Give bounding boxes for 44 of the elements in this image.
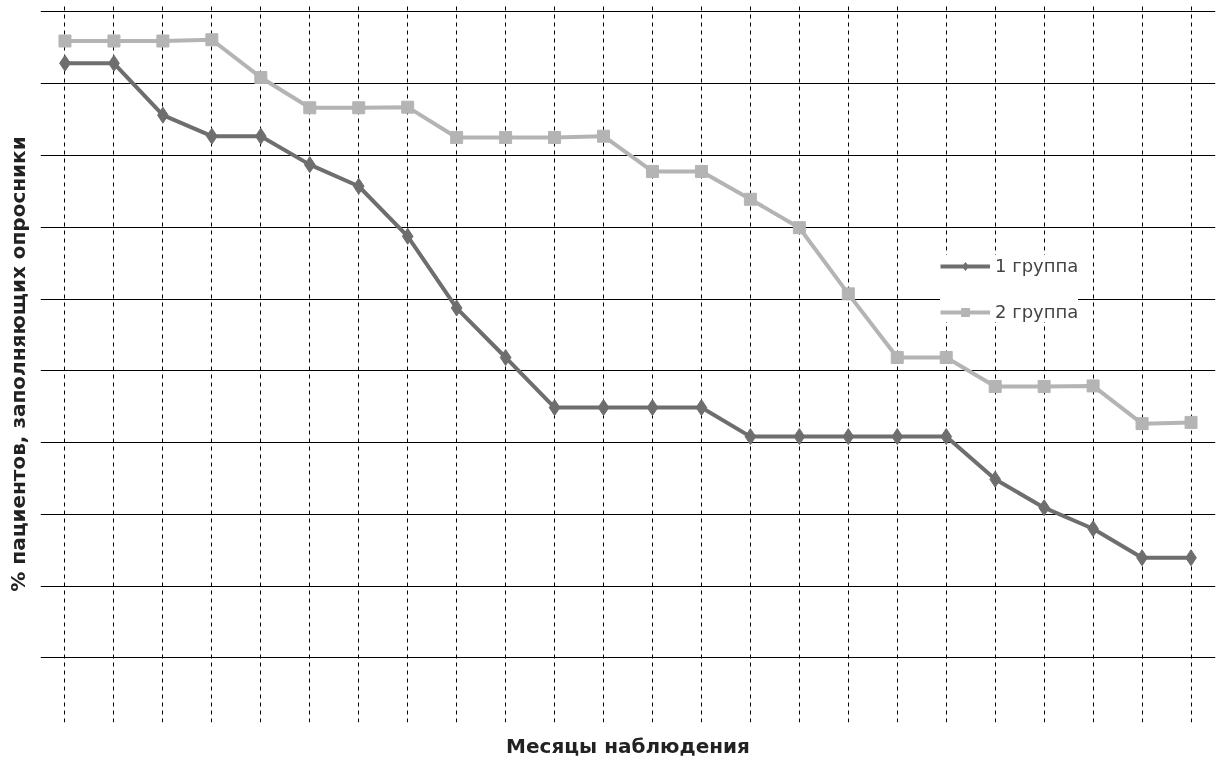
point (939, 350, 953, 364)
point (940, 428, 953, 446)
x-axis-title: Месяцы наблюдения (506, 733, 750, 758)
point (254, 127, 267, 145)
point (744, 428, 757, 446)
point (743, 192, 757, 206)
point (597, 399, 610, 417)
y-axis-title: % пациентов, заполняющих опросники (5, 136, 30, 592)
point (1184, 415, 1198, 429)
point (499, 348, 512, 366)
point (450, 299, 463, 317)
point (597, 129, 611, 143)
point (401, 100, 415, 114)
point (352, 177, 365, 195)
point (646, 399, 659, 417)
point (499, 130, 513, 144)
point (842, 428, 855, 446)
point (1086, 379, 1100, 393)
point (890, 350, 904, 364)
point (107, 34, 121, 48)
point (792, 221, 806, 235)
point (793, 428, 806, 446)
point (548, 130, 562, 144)
point (548, 399, 561, 417)
point (841, 287, 855, 301)
point (695, 399, 708, 417)
point (450, 130, 464, 144)
point (988, 380, 1002, 394)
point (58, 34, 72, 48)
point (303, 101, 317, 115)
point (156, 34, 170, 48)
point (254, 70, 268, 84)
point (1135, 417, 1149, 431)
point (694, 164, 708, 178)
legend-label: 2 группа (995, 301, 1079, 322)
legend-label: 1 группа (995, 255, 1079, 276)
point (1037, 380, 1051, 394)
point (891, 428, 904, 446)
point (645, 164, 659, 178)
point (352, 101, 366, 115)
point (401, 227, 414, 245)
point (205, 33, 219, 47)
point (989, 470, 1002, 488)
point (303, 156, 316, 174)
